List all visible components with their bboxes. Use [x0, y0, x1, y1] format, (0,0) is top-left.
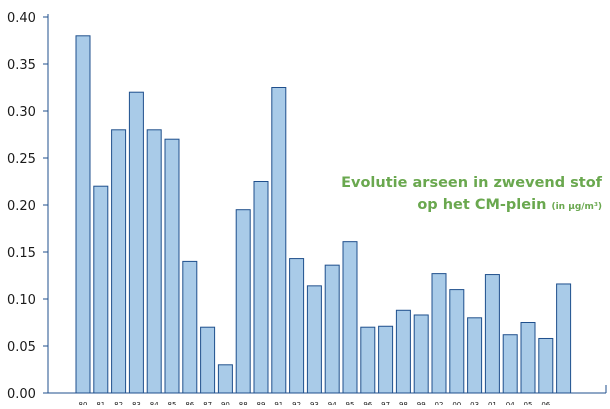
bar — [413, 314, 429, 394]
y-tick-label: 0.10 — [7, 293, 36, 308]
y-tick-label: 0.25 — [7, 152, 36, 167]
y-tick-label: 0.30 — [7, 105, 36, 120]
bar — [182, 260, 198, 394]
chart-title-line-2: op het CM-plein (in µg/m³) — [341, 194, 602, 218]
y-tick-label: 0.05 — [7, 340, 36, 355]
bars — [75, 35, 572, 394]
bar — [164, 138, 180, 394]
bar — [75, 35, 91, 394]
bar — [253, 181, 269, 394]
x-tick-label: 95 — [346, 401, 355, 405]
bar — [484, 274, 500, 394]
x-tick-label: 90 — [221, 401, 230, 405]
x-tick-label: 00 — [452, 401, 461, 405]
y-tick-label: 0.35 — [7, 58, 36, 73]
y-tick-label: 0.00 — [7, 387, 36, 402]
bar — [556, 283, 572, 394]
bar — [146, 129, 162, 394]
x-tick-label: 02 — [435, 401, 444, 405]
bar — [93, 185, 109, 394]
x-tick-label: 03 — [470, 401, 479, 405]
bar — [271, 87, 287, 394]
y-tick-label: 0.40 — [7, 11, 36, 26]
bar — [128, 91, 144, 394]
x-tick-label: 01 — [488, 401, 497, 405]
bar — [235, 209, 251, 394]
y-tick-label: 0.15 — [7, 246, 36, 261]
bar — [449, 289, 465, 394]
x-tick-label: 96 — [363, 401, 372, 405]
bar — [538, 337, 554, 394]
x-tick-label: 92 — [292, 401, 301, 405]
chart-title-line-1: Evolutie arseen in zwevend stof — [341, 175, 602, 191]
x-tick-label: 04 — [506, 401, 515, 405]
x-tick-label: 91 — [274, 401, 283, 405]
bar — [306, 285, 322, 394]
x-tick-label: 84 — [150, 401, 159, 405]
x-tick-label: 94 — [328, 401, 337, 405]
bar — [360, 326, 376, 394]
unit-label: (in µg/m³) — [551, 202, 602, 212]
bar — [324, 264, 340, 394]
x-tick-label: 81 — [96, 401, 105, 405]
x-tick-label: 88 — [239, 401, 248, 405]
y-tick-label: 0.20 — [7, 199, 36, 214]
x-tick-label: 99 — [417, 401, 426, 405]
x-tick-label: 06 — [541, 401, 550, 405]
bar — [289, 258, 305, 394]
y-tick-labels: 0.00 0.05 0.10 0.15 0.20 0.25 0.30 0.35 0.40 — [7, 11, 48, 402]
x-tick-label: 87 — [203, 401, 212, 405]
bar — [342, 241, 358, 394]
bar — [395, 309, 411, 394]
x-tick-label: 82 — [114, 401, 123, 405]
x-tick-label: 80 — [79, 401, 88, 405]
chart-title-line-2-text: op het CM-plein — [417, 197, 547, 213]
bar — [217, 364, 233, 394]
x-tick-label: 93 — [310, 401, 319, 405]
x-tick-labels: 80 81 82 83 84 85 86 87 90 88 89 91 92 93 94 95 96 97 98 99… — [79, 401, 551, 409]
bar — [467, 317, 483, 394]
bar — [431, 273, 447, 394]
x-tick-label: 05 — [524, 401, 533, 405]
bar — [520, 322, 536, 394]
x-tick-label: 98 — [399, 401, 408, 405]
chart-title: Evolutie arseen in zwevend stof op het C… — [341, 172, 602, 218]
x-tick-label: 83 — [132, 401, 141, 405]
bar — [200, 326, 216, 394]
bar — [111, 129, 127, 394]
bar — [502, 334, 518, 394]
x-tick-label: 86 — [185, 401, 194, 405]
x-tick-label: 85 — [168, 401, 177, 405]
x-tick-label: 89 — [257, 401, 266, 405]
x-tick-label: 97 — [381, 401, 390, 405]
bar — [378, 325, 394, 394]
